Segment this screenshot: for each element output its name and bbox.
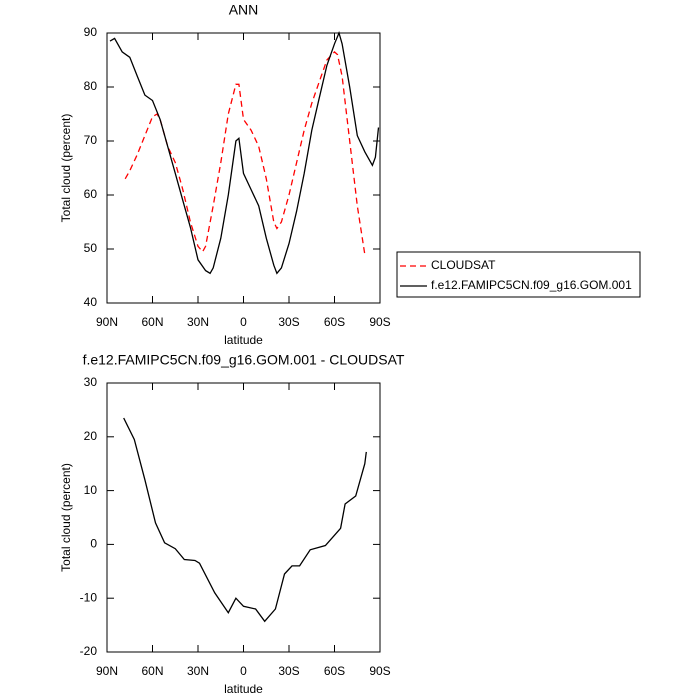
y-tick-label: 50	[84, 241, 98, 255]
x-tick-label: 30S	[278, 315, 299, 329]
y-tick-label: 20	[84, 429, 98, 443]
chart-title: ANN	[229, 2, 259, 18]
x-tick-label: 90N	[96, 664, 118, 678]
y-axis-label: Total cloud (percent)	[59, 463, 73, 572]
y-tick-label: -20	[80, 644, 98, 658]
x-tick-label: 90S	[369, 315, 390, 329]
x-tick-label: 30N	[187, 664, 209, 678]
y-tick-label: 10	[84, 483, 98, 497]
y-tick-label: 90	[84, 25, 98, 39]
legend-box	[396, 251, 641, 298]
y-tick-label: 80	[84, 79, 98, 93]
plot-frame	[106, 382, 381, 653]
x-axis-label: latitude	[224, 333, 263, 347]
x-tick-label: 30S	[278, 664, 299, 678]
x-tick-label: 30N	[187, 315, 209, 329]
x-tick-label: 0	[240, 315, 247, 329]
x-tick-label: 60N	[141, 315, 163, 329]
y-tick-label: 30	[84, 375, 98, 389]
plot-frame	[106, 32, 381, 304]
data-line	[123, 417, 367, 623]
y-axis-label: Total cloud (percent)	[59, 114, 73, 223]
x-axis-label: latitude	[224, 682, 263, 696]
legend-label: CLOUDSAT	[431, 258, 496, 272]
y-tick-label: 60	[84, 187, 98, 201]
y-tick-label: -10	[80, 590, 98, 604]
y-tick-label: 40	[84, 295, 98, 309]
legend-label: f.e12.FAMIPC5CN.f09_g16.GOM.001	[431, 278, 632, 292]
y-tick-label: 0	[90, 537, 97, 551]
x-tick-label: 60S	[324, 664, 345, 678]
x-tick-label: 0	[240, 664, 247, 678]
data-line	[124, 50, 366, 255]
x-tick-label: 90S	[369, 664, 390, 678]
y-tick-label: 70	[84, 133, 98, 147]
x-tick-label: 60N	[141, 664, 163, 678]
x-tick-label: 90N	[96, 315, 118, 329]
data-line	[109, 31, 380, 275]
chart-title: f.e12.FAMIPC5CN.f09_g16.GOM.001 - CLOUDS…	[83, 352, 405, 368]
x-tick-label: 60S	[324, 315, 345, 329]
